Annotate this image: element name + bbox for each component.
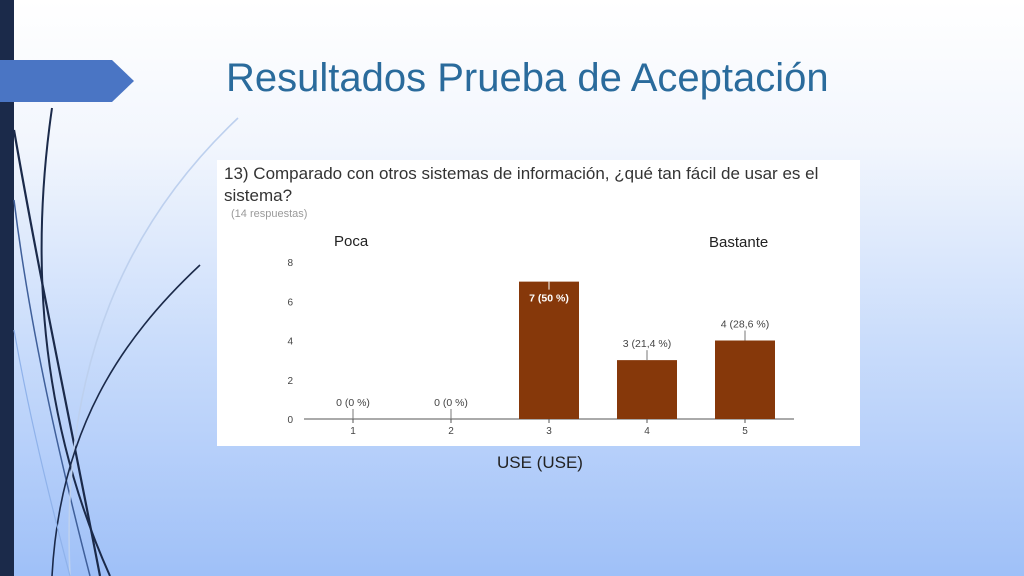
data-label: 7 (50 %) [529,293,569,305]
y-tick-label: 0 [287,415,293,426]
x-tick-label: 4 [644,426,650,437]
x-tick-label: 2 [448,426,454,437]
y-tick-label: 6 [287,297,293,308]
decorative-swoosh-lines [12,107,239,576]
data-label: 0 (0 %) [434,397,468,409]
y-tick-label: 4 [287,337,293,348]
slide-title: Resultados Prueba de Aceptación [226,56,829,100]
data-label: 4 (28,6 %) [721,319,769,331]
x-tick-label: 1 [350,426,356,437]
high-label: Bastante [709,234,769,251]
y-tick-label: 8 [287,258,293,269]
x-tick-label: 5 [742,426,748,437]
data-label: 0 (0 %) [336,397,370,409]
bar [519,281,579,419]
y-tick-label: 2 [287,376,293,387]
x-axis-caption: USE (USE) [497,453,583,472]
bar [715,340,775,419]
question-text: 13) Comparado con otros sistemas de info… [224,164,819,205]
chart-panel: 13) Comparado con otros sistemas de info… [217,160,860,446]
bar [617,360,677,419]
x-tick-label: 3 [546,426,552,437]
left-accent-bar [0,0,14,576]
low-label: Poca [334,233,369,250]
data-label: 3 (21,4 %) [623,338,671,350]
title-arrow-tab [0,60,134,102]
responses-count: (14 respuestas) [231,208,308,220]
